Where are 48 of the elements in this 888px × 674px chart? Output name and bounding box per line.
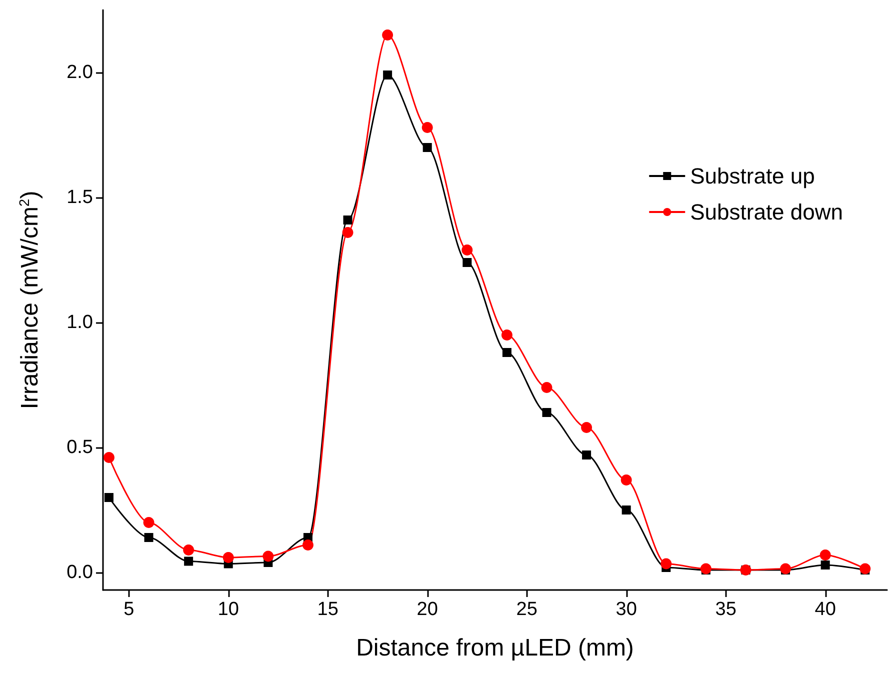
y-tick-label: 0.0: [66, 562, 93, 583]
point: [104, 493, 114, 502]
x-axis-title: Distance from µLED (mm): [356, 634, 634, 662]
point: [462, 244, 473, 256]
point: [183, 544, 194, 556]
x-tick-label: 25: [516, 599, 538, 620]
point: [343, 216, 352, 224]
point: [382, 30, 394, 40]
point: [302, 540, 314, 550]
point: [184, 556, 194, 566]
point: [222, 552, 234, 563]
point: [383, 70, 392, 80]
point: [780, 563, 792, 574]
point: [581, 422, 592, 433]
point: [660, 558, 672, 570]
point: [820, 550, 831, 560]
y-tick-label: 1.0: [66, 312, 93, 333]
point: [541, 382, 552, 393]
x-tick-label: 40: [814, 599, 836, 620]
y-tick-label: 2.0: [66, 62, 93, 83]
point: [422, 143, 432, 152]
point: [860, 563, 871, 574]
point: [262, 550, 274, 562]
point: [143, 517, 154, 528]
point: [502, 348, 512, 357]
y-tick-label: 1.5: [66, 187, 93, 208]
point: [542, 408, 552, 417]
point: [582, 450, 592, 460]
y-tick-label: 0.5: [66, 437, 93, 458]
x-tick-label: 15: [317, 599, 338, 620]
point: [622, 506, 631, 514]
x-tick-label: 30: [616, 599, 637, 620]
point: [422, 122, 433, 133]
point: [501, 330, 512, 340]
legend-label: Substrate down: [690, 200, 844, 224]
point: [462, 258, 472, 267]
x-tick-label: 20: [416, 599, 438, 620]
y-axis-title: Irradiance (mW/cm2): [16, 190, 44, 410]
point: [144, 533, 154, 542]
x-tick-label: 35: [715, 599, 736, 620]
point: [700, 563, 712, 574]
point: [820, 560, 830, 570]
point: [103, 452, 114, 463]
x-tick-label: 5: [124, 599, 134, 620]
point: [620, 474, 632, 486]
legend-label: Substrate up: [690, 164, 815, 188]
x-tick-label: 10: [218, 599, 239, 620]
point: [342, 227, 354, 238]
